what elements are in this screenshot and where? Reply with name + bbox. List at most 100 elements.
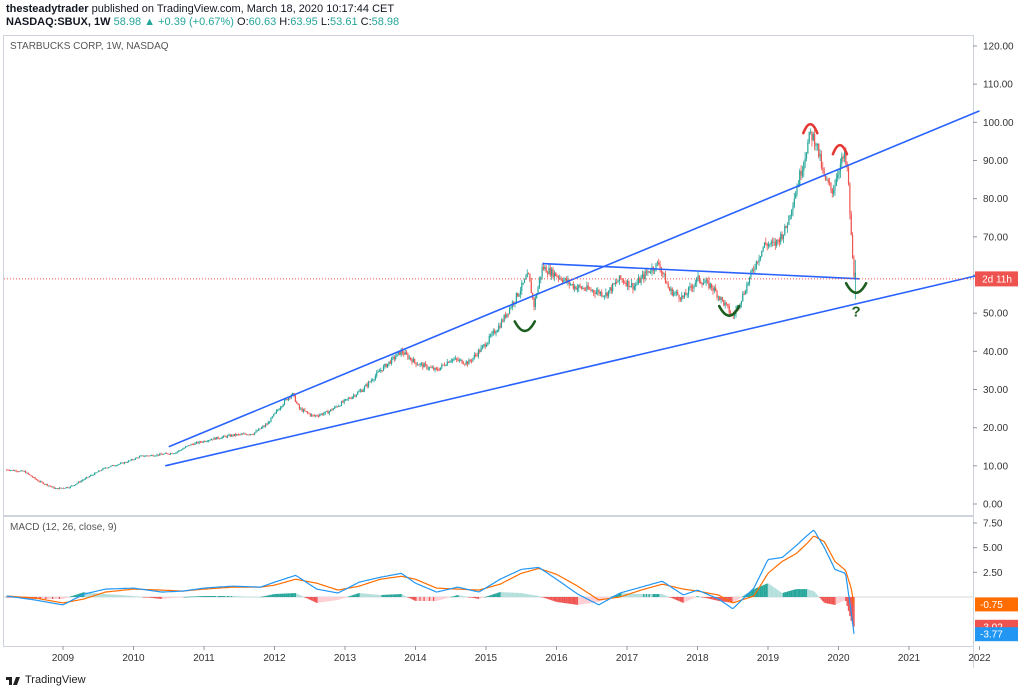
candle-body <box>240 433 242 435</box>
candle-body <box>43 483 46 485</box>
histogram-bar <box>310 597 313 601</box>
candle-body <box>349 398 351 399</box>
histogram-bar <box>803 589 805 597</box>
candle-body <box>633 286 635 290</box>
candle-body <box>107 467 109 469</box>
histogram-bar <box>522 593 524 597</box>
histogram-bar <box>332 597 335 601</box>
histogram-bar <box>610 596 612 598</box>
candle-body <box>472 357 474 361</box>
candle-body <box>502 320 504 322</box>
histogram-bar <box>422 597 424 601</box>
time-x-axis[interactable]: 2009 2010 2011 2012 2013 2014 2015 2016 2017 2018… <box>52 646 991 664</box>
candle-body <box>327 411 329 414</box>
candle-body <box>624 282 626 284</box>
candle-body <box>288 397 290 400</box>
candle-body <box>785 226 787 228</box>
histogram-bar <box>209 596 211 597</box>
candle-body <box>273 414 275 417</box>
candle-body <box>260 427 263 429</box>
histogram-bar <box>164 597 166 599</box>
histogram-bar <box>279 593 282 597</box>
histogram-bar <box>469 597 471 598</box>
candle-body <box>90 475 92 477</box>
candle-body <box>399 351 401 355</box>
histogram-bar <box>373 594 375 597</box>
candle-body <box>682 295 684 298</box>
candle-body <box>713 287 715 291</box>
candle-body <box>827 179 829 183</box>
candle-body <box>626 280 629 287</box>
candle-body <box>401 350 404 354</box>
candle-body <box>29 474 31 475</box>
histogram-bar <box>507 592 509 597</box>
histogram-bar <box>666 595 668 597</box>
candle-body <box>416 364 418 366</box>
candle-body <box>625 282 627 287</box>
ohlc-header: NASDAQ:SBUX, 1W 58.98 ▲ +0.39 (+0.67%) O… <box>6 16 399 29</box>
candle-body <box>544 267 546 270</box>
histogram-bar <box>43 597 46 599</box>
close-value: 58.98 <box>371 16 400 28</box>
histogram-bar <box>267 595 269 597</box>
annotation-group[interactable] <box>513 122 868 333</box>
histogram-bar <box>733 597 736 602</box>
candle-body <box>54 488 57 490</box>
candle-body <box>753 269 755 271</box>
candle-body <box>655 263 657 271</box>
candle-body <box>495 332 497 334</box>
histogram-bar <box>306 597 309 599</box>
last-price-tag-box <box>975 271 1018 287</box>
candle-body <box>471 360 473 362</box>
histogram-bar <box>841 597 843 602</box>
candle-body <box>92 474 94 476</box>
histogram-bar <box>161 597 164 599</box>
histogram-bar <box>777 590 779 597</box>
histogram-bar <box>319 597 321 603</box>
candle-body <box>106 467 108 469</box>
histogram-bar <box>674 597 676 600</box>
candle-body <box>264 424 267 427</box>
histogram-bar <box>251 596 253 598</box>
histogram-bar <box>270 594 272 597</box>
candle-body <box>755 261 757 269</box>
candle-body <box>658 262 660 265</box>
candle-body <box>123 462 126 464</box>
author-name[interactable]: thesteadytrader <box>6 3 89 15</box>
histogram-bar <box>122 595 124 597</box>
candle-body <box>500 320 503 328</box>
histogram-bar <box>72 595 74 597</box>
histogram-bar <box>146 597 149 598</box>
candle-series[interactable] <box>6 128 856 490</box>
histogram-bar <box>576 597 579 605</box>
candle-body <box>12 469 14 471</box>
histogram-bar <box>323 597 325 602</box>
candle-body <box>160 453 162 455</box>
tradingview-footer[interactable]: TradingView <box>6 674 86 686</box>
candle-body <box>442 364 444 366</box>
histogram-bar <box>732 597 734 603</box>
histogram-bar <box>496 592 499 597</box>
candle-body <box>312 414 314 416</box>
candle-body <box>236 434 238 436</box>
macd-histogram[interactable] <box>5 583 855 627</box>
histogram-bar <box>546 597 549 599</box>
candle-body <box>437 369 439 371</box>
candle-body <box>369 381 371 383</box>
histogram-bar <box>108 594 111 597</box>
candle-body <box>320 413 322 415</box>
candle-body <box>225 436 227 438</box>
histogram-bar <box>670 597 672 598</box>
histogram-bar <box>801 589 804 597</box>
candle-body <box>804 158 806 163</box>
last-price-tag: 2d 11h <box>975 271 1018 287</box>
histogram-bar <box>695 596 698 598</box>
histogram-bar <box>165 597 168 599</box>
candle-body <box>559 277 561 279</box>
candle-body <box>48 485 50 487</box>
trendline-group[interactable] <box>165 110 980 467</box>
macd-lines[interactable] <box>6 529 855 634</box>
candle-body <box>422 363 424 368</box>
macd-y-axis[interactable]: 7.50 5.00 2.50 <box>973 519 1003 579</box>
